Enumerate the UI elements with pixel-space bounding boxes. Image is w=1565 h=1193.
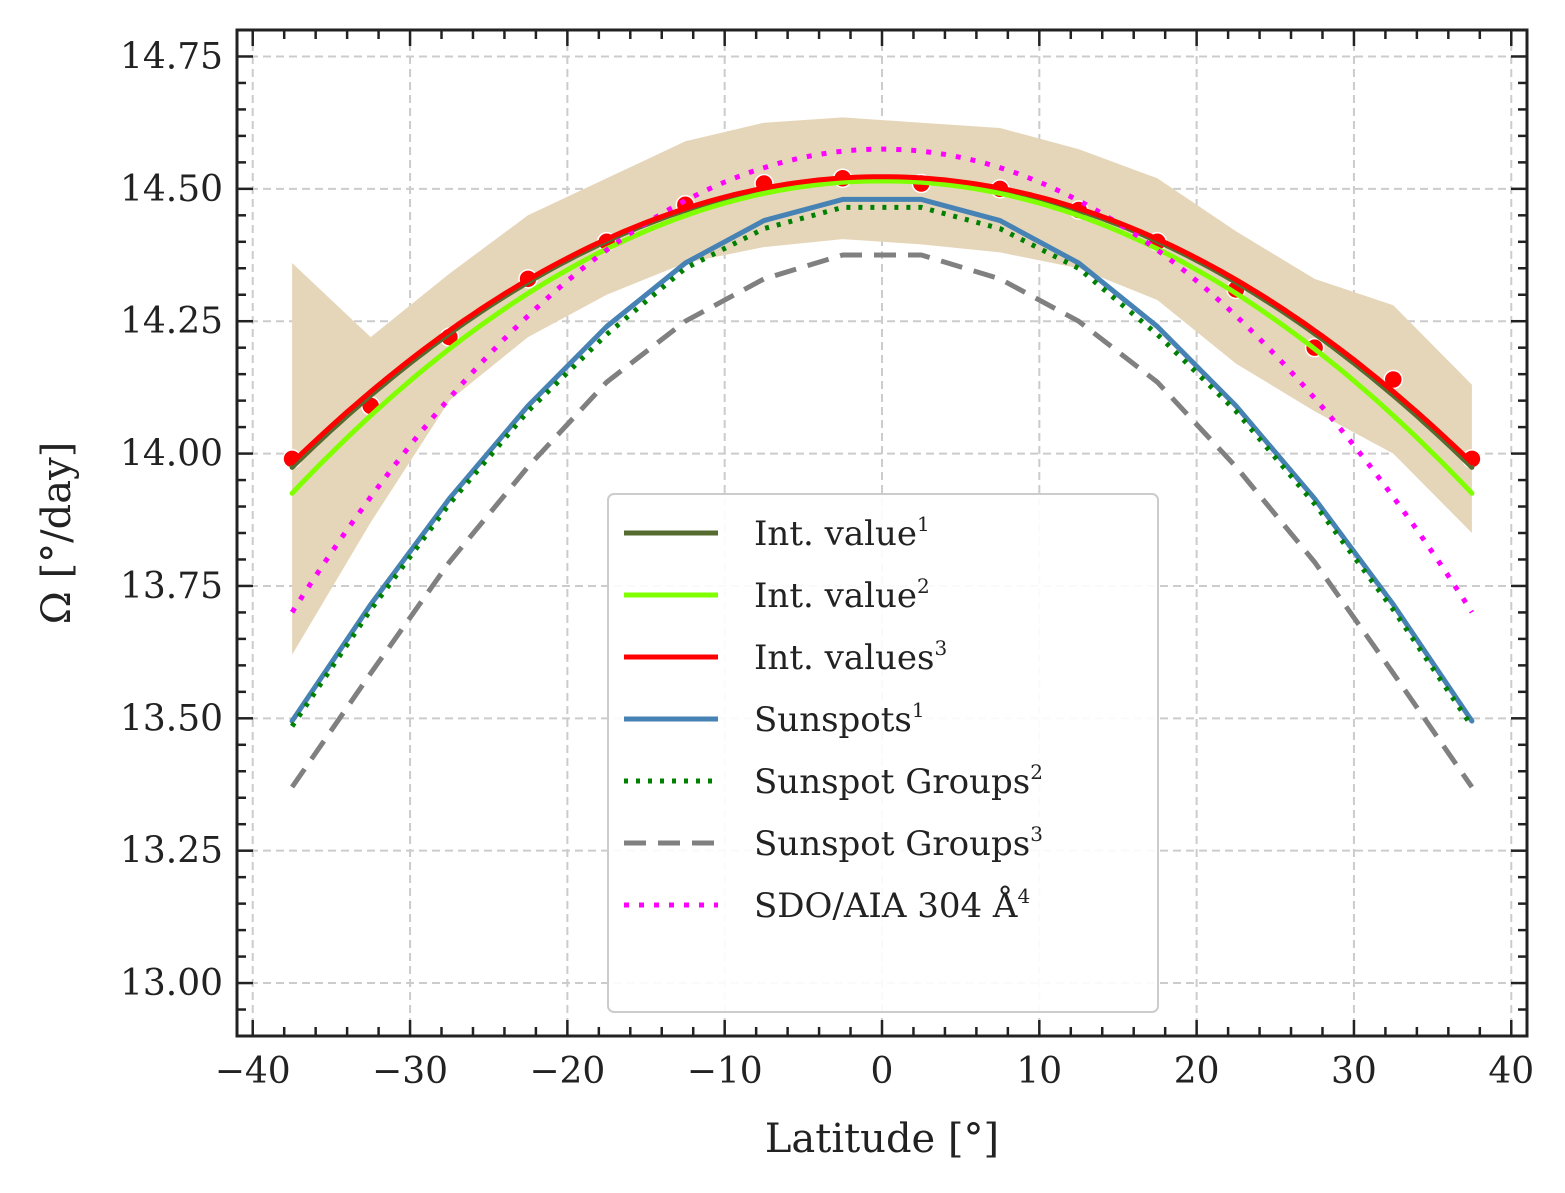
legend-label-6: SDO/AIA 304 Å4 [754,884,1030,926]
series-line-2 [289,174,1475,466]
legend: Int. value1 Int. value2 Int. values3 Sunspo… [607,493,1159,1013]
legend-label-2: Int. values3 [754,636,947,678]
y-tick-label: 14.75 [120,36,223,77]
series-line-1 [289,178,1475,496]
x-tick-label: 20 [1174,1051,1220,1092]
y-tick-label: 13.75 [120,566,223,607]
legend-label-1: Int. value2 [754,574,930,616]
axis-tick-labels: −40 −30 −20 −10 0 10 20 30 40 13.00 13.25 13.50 13.7… [120,36,1534,1092]
x-tick-label: 30 [1331,1051,1377,1092]
y-tick-label: 14.50 [120,169,223,210]
x-tick-label: −30 [372,1051,448,1092]
y-tick-label: 13.50 [120,698,223,739]
y-axis-title: Ω [°/day] [34,442,80,625]
x-tick-label: 40 [1488,1051,1534,1092]
series-line-4 [290,204,1474,728]
legend-box [607,493,1159,1013]
legend-label-5: Sunspot Groups3 [754,822,1043,864]
axis-ticks [237,30,1527,1036]
y-tick-label: 13.00 [120,963,223,1004]
legend-label-0: Int. value1 [754,512,930,554]
legend-label-3: Sunspots1 [754,698,925,740]
legend-label-4: Sunspot Groups2 [754,760,1043,802]
series-line-5 [290,252,1474,789]
x-tick-label: −10 [687,1051,763,1092]
x-tick-label: −20 [529,1051,605,1092]
series-line-6 [289,146,1475,614]
x-axis-title: Latitude [°] [765,1116,999,1162]
y-tick-label: 14.25 [120,301,223,342]
series-line-3 [289,196,1475,724]
y-tick-label: 13.25 [120,831,223,872]
y-tick-label: 14.00 [120,434,223,475]
x-tick-label: 0 [871,1051,894,1092]
x-tick-label: 10 [1016,1051,1062,1092]
series-lines-layer [289,146,1475,789]
x-tick-label: −40 [215,1051,291,1092]
